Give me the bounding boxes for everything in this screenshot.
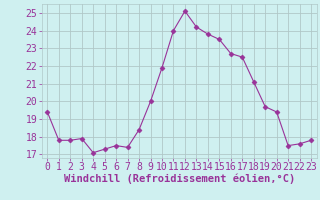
X-axis label: Windchill (Refroidissement éolien,°C): Windchill (Refroidissement éolien,°C) [64,174,295,184]
